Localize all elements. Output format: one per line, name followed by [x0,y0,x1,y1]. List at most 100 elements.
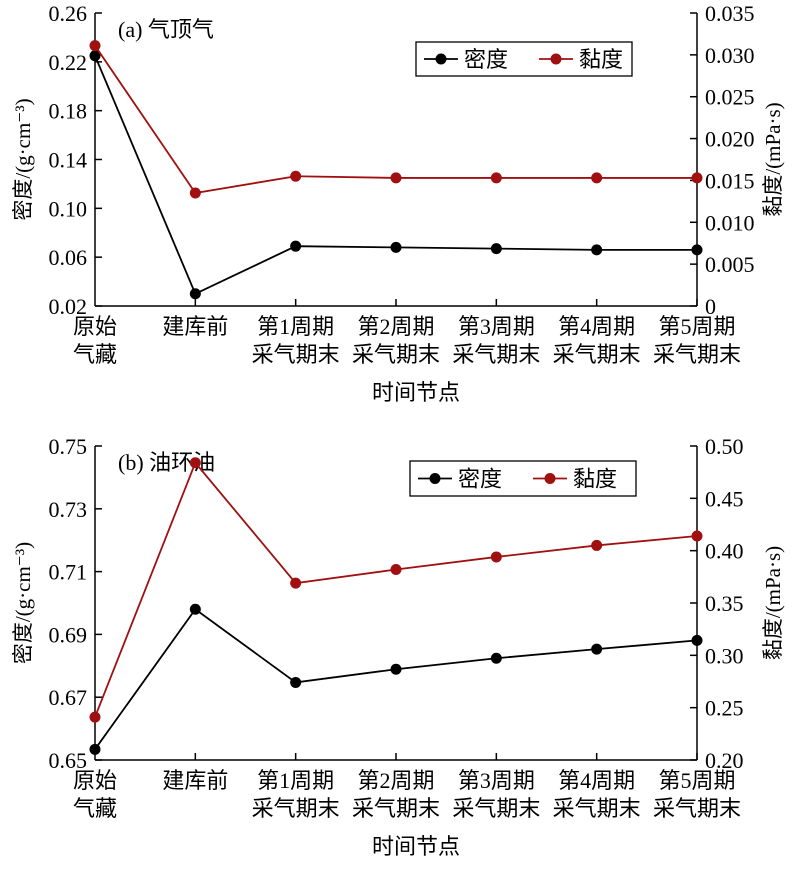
legend-label: 密度 [458,467,502,492]
y-tick-label: 0.10 [49,196,88,221]
y-tick-label: 0.65 [49,748,88,773]
data-point [691,530,703,542]
data-point [390,172,402,184]
x-tick-label: 采气期末 [653,796,741,821]
x-tick-label: 采气期末 [553,796,641,821]
series-line-density [94,608,698,750]
series-line-viscosity [94,461,698,718]
x-tick-label: 气藏 [73,796,117,821]
x-tick-label: 第3周期 [458,768,535,793]
y2-axis-title: 黏度/(mPa·s) [761,102,785,216]
y2-tick-label: 0.50 [705,434,744,459]
y2-tick-label: 0.25 [705,696,744,721]
y-tick-label: 0.67 [49,685,88,710]
legend: 密度 黏度 [409,460,637,497]
y2-tick-label: 0.30 [705,643,744,668]
y2-axis-title: 黏度/(mPa·s) [761,546,785,660]
x-tick-label: 第5周期 [658,314,735,339]
data-point [490,551,502,563]
x-tick-label: 第1周期 [257,768,334,793]
data-point [390,663,402,675]
y-tick-label: 0.14 [49,148,88,173]
y-tick-label: 0.73 [49,497,88,522]
x-tick-label: 采气期末 [252,342,340,367]
x-tick-label: 原始 [73,768,117,793]
y2-tick-label: 0.020 [705,127,755,152]
x-tick-label: 采气期末 [452,796,540,821]
x-tick-label: 气藏 [73,342,117,367]
x-tick-label: 第3周期 [458,314,535,339]
x-tick-label: 第4周期 [558,314,635,339]
data-point [591,539,603,551]
y2-tick-label: 0.015 [705,168,755,193]
legend-label: 黏度 [573,467,617,492]
chart-panel-a: 0.02 0.06 0.10 0.14 0.18 0.22 0.26 0 0.005 0.010 0… [11,1,785,405]
data-point [490,172,502,184]
x-tick-label: 第2周期 [357,768,434,793]
data-point [189,187,201,199]
data-point [591,172,603,184]
data-point [691,244,703,256]
y2-tick-label: 0.010 [705,210,755,235]
panel-title: (a) 气顶气 [118,17,214,42]
x-tick-label: 采气期末 [452,342,540,367]
y2-tick-label: 0.35 [705,591,744,616]
data-point [290,240,302,252]
x-tick-label: 采气期末 [653,342,741,367]
x-tick-label: 第5周期 [658,768,735,793]
y-axis-title: 密度/(g·cm⁻³) [11,542,35,664]
data-point [189,603,201,615]
data-point [89,40,101,52]
x-tick-label: 采气期末 [252,796,340,821]
y2-tick-label: 0.005 [705,252,755,277]
x-tick-label: 采气期末 [352,796,440,821]
data-point [189,288,201,300]
y2-tick-label: 0.035 [705,1,755,26]
y-tick-label: 0.02 [49,294,88,319]
y2-tick-label: 0.20 [705,748,744,773]
x-axis-title: 时间节点 [372,380,460,405]
data-point [490,652,502,664]
y-axis-title: 密度/(g·cm⁻³) [11,98,35,220]
data-point [490,243,502,255]
data-point [691,172,703,184]
data-point [290,676,302,688]
x-axis-title: 时间节点 [372,834,460,859]
chart-panel-b: 0.65 0.67 0.69 0.71 0.73 0.75 0.20 0.25 0.30 0.35… [11,434,785,859]
y-tick-label: 0.18 [49,99,88,124]
legend-marker [550,53,562,65]
y-tick-label: 0.22 [49,50,88,75]
y2-tick-label: 0.030 [705,43,755,68]
data-point [290,170,302,182]
legend-label: 黏度 [579,47,623,72]
data-point [390,241,402,253]
legend-marker [429,473,441,484]
x-tick-label: 建库前 [162,314,228,339]
x-tick-label: 采气期末 [352,342,440,367]
y-tick-label: 0.75 [49,434,88,459]
y-tick-label: 0.71 [49,560,88,585]
legend-marker [544,473,556,484]
x-tick-label: 第2周期 [357,314,434,339]
y2-tick-label: 0.45 [705,486,744,511]
y2-tick-label: 0 [705,294,716,319]
legend-label: 密度 [464,47,508,72]
x-tick-label: 第4周期 [558,768,635,793]
y-tick-label: 0.06 [49,245,88,270]
legend-marker [435,53,447,65]
legend: 密度 黏度 [415,41,633,77]
data-point [89,50,101,62]
x-tick-label: 建库前 [162,768,228,793]
y2-tick-label: 0.025 [705,85,755,110]
data-point [591,643,603,655]
y-tick-label: 0.69 [49,622,88,647]
data-point [290,577,302,589]
x-tick-label: 第1周期 [257,314,334,339]
data-point [89,743,101,755]
data-point [591,244,603,256]
y-tick-label: 0.26 [49,1,88,26]
data-point [189,457,201,469]
y2-tick-label: 0.40 [705,539,744,564]
x-tick-label: 原始 [73,314,117,339]
